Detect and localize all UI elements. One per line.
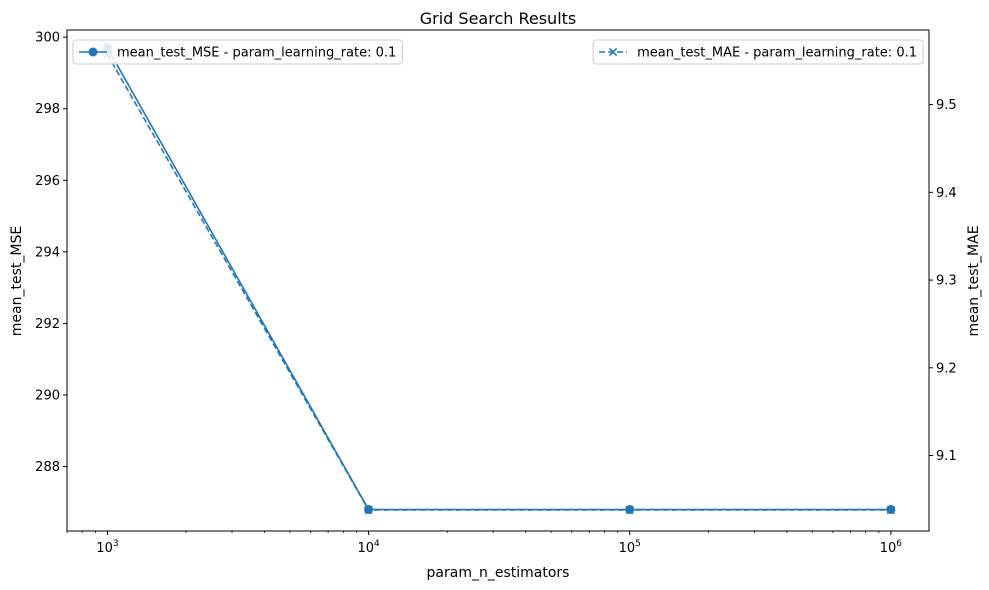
plot-area [102, 43, 896, 515]
axes: 103 104 105 106 288 290 292 294 296 298 300 9.1 9.2 9… [35, 31, 957, 556]
data-point-series-2 [364, 505, 373, 515]
legend-marker [88, 47, 98, 57]
chart-title: Grid Search Results [420, 9, 577, 28]
y-tick-label-left: 296 [35, 174, 60, 189]
legends: mean_test_MSE - param_learning_rate: 0.1… [72, 39, 924, 65]
legend-upper-right: mean_test_MAE - param_learning_rate: 0.1 [592, 39, 924, 65]
y-tick-label-left: 288 [35, 460, 60, 475]
legend-label: mean_test_MSE - param_learning_rate: 0.1 [117, 46, 396, 61]
data-point-series-2 [625, 505, 634, 515]
axes-frame [66, 29, 930, 532]
legend-box [72, 39, 403, 65]
y-axis-label-left: mean_test_MSE [9, 226, 25, 336]
y-tick-label-left: 298 [35, 102, 60, 117]
legend-upper-left: mean_test_MSE - param_learning_rate: 0.1 [72, 39, 403, 65]
y-tick-label-right: 9.2 [936, 361, 957, 376]
y-tick-label-left: 290 [35, 389, 60, 404]
y-tick-label-left: 300 [35, 31, 60, 46]
y-tick-label-left: 294 [35, 245, 60, 260]
x-axis-label: param_n_estimators [427, 565, 570, 581]
legend-marker [608, 47, 618, 57]
series-line-2 [106, 54, 891, 511]
x-tick-label: 103 [96, 539, 118, 556]
y-tick-label-right: 9.3 [936, 274, 957, 289]
y-tick-label-right: 9.5 [936, 98, 957, 113]
x-tick-label: 104 [357, 539, 380, 556]
series-line-1 [106, 47, 891, 511]
x-tick-label: 105 [619, 539, 641, 556]
y-tick-label-left: 292 [35, 317, 60, 332]
y-tick-label-right: 9.4 [936, 186, 957, 201]
data-point-series-2 [886, 505, 896, 515]
legend-box [592, 39, 924, 65]
legend-label: mean_test_MAE - param_learning_rate: 0.1 [637, 46, 917, 61]
y-tick-label-right: 9.1 [936, 449, 957, 464]
y-axis-label-right: mean_test_MAE [966, 225, 982, 336]
x-tick-label: 106 [880, 539, 903, 556]
